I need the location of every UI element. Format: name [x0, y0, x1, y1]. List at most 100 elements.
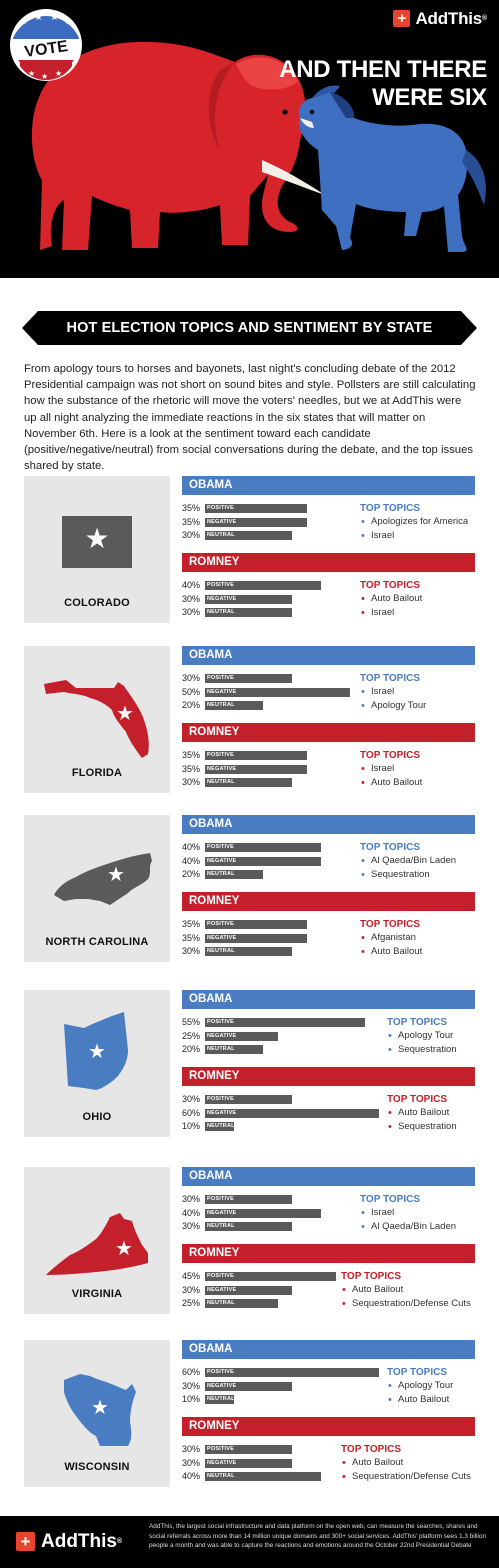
data-label: 55%	[182, 1017, 201, 1027]
bar-category-label: NEGATIVE	[207, 857, 237, 864]
state-name: OHIO	[82, 1111, 112, 1123]
data-label: 30%	[182, 946, 201, 956]
obama-header: OBAMA	[182, 476, 475, 495]
star-icon: ★	[115, 1236, 133, 1260]
vote-badge: ★ ★ ★ ★ ★ ★ ★ VOTE	[10, 9, 82, 81]
data-label: 40%	[182, 1207, 201, 1218]
bar-row-neutral: 30% NEUTRAL	[182, 1221, 382, 1232]
footer-logo-text: AddThis	[41, 1531, 117, 1552]
bar-category-label: NEGATIVE	[207, 1382, 237, 1389]
topic-item: Auto Bailout	[360, 592, 499, 606]
data-label: 35%	[182, 919, 201, 929]
bar-category-label: NEUTRAL	[207, 779, 235, 785]
bar-positive	[205, 1095, 292, 1104]
data-label: 20%	[182, 1044, 201, 1054]
topic-item: Al Qaeda/Bin Laden	[360, 1220, 499, 1234]
bar-row-negative: 30% NEGATIVE	[182, 1458, 382, 1469]
state-map-north-carolina: ★	[54, 853, 152, 905]
bar-neutral	[205, 1222, 292, 1231]
logo-text: AddThis	[415, 9, 483, 28]
bar-neutral	[205, 870, 263, 879]
romney-header: ROMNEY	[182, 1067, 475, 1086]
data-label: 25%	[182, 1298, 201, 1308]
bar-positive	[205, 1368, 379, 1377]
bar-category-label: NEUTRAL	[207, 702, 235, 708]
topic-item: Auto Bailout	[341, 1283, 491, 1297]
bar-category-label: POSITIVE	[207, 1273, 234, 1279]
bar-row-positive: 45% POSITIVE	[182, 1271, 382, 1282]
state-name: FLORIDA	[71, 767, 123, 779]
bar-row-neutral: 20% NEUTRAL	[182, 700, 382, 711]
bar-row-positive: 40% POSITIVE	[182, 842, 382, 853]
state-shape-colorado	[62, 516, 132, 568]
bar-positive	[205, 843, 321, 852]
topic-item: Apology Tour	[387, 1379, 499, 1393]
obama-header: OBAMA	[182, 646, 475, 665]
bar-category-label: NEUTRAL	[207, 1223, 235, 1229]
topic-item: Auto Bailout	[341, 1456, 491, 1470]
bar-category-label: NEGATIVE	[207, 518, 237, 525]
state-panel-wisconsin: ★ WISCONSIN	[24, 1340, 170, 1487]
state-map-virginia: ★	[46, 1213, 148, 1275]
bar-row-neutral: 20% NEUTRAL	[182, 1044, 382, 1055]
data-label: 40%	[182, 580, 201, 590]
topic-item: Afganistan	[360, 931, 499, 945]
bar-row-negative: 35% NEGATIVE	[182, 764, 382, 775]
bar-row-neutral: 40% NEUTRAL	[182, 1471, 382, 1482]
bar-row-neutral: 25% NEUTRAL	[182, 1298, 382, 1309]
state-panel-colorado: ★ COLORADO	[24, 476, 170, 623]
section-title-banner: HOT ELECTION TOPICS AND SENTIMENT BY STA…	[22, 311, 477, 345]
data-label: 20%	[182, 700, 201, 710]
plus-icon: +	[393, 10, 411, 27]
bar-row-positive: 35% POSITIVE	[182, 919, 382, 930]
obama-header: OBAMA	[182, 815, 475, 834]
bar-neutral	[205, 947, 292, 956]
state-shape-wisconsin	[64, 1374, 136, 1446]
romney-top-topics: TOP TOPICSAuto BailoutSequestration/Defe…	[341, 1443, 491, 1484]
top-topics-title: TOP TOPICS	[360, 503, 421, 514]
romney-header: ROMNEY	[182, 892, 475, 911]
elephant-illustration	[31, 41, 325, 250]
state-map-wisconsin: ★	[64, 1374, 136, 1446]
topic-item: Israel	[360, 762, 499, 776]
bar-category-label: NEGATIVE	[207, 688, 237, 695]
bar-category-label: POSITIVE	[207, 582, 234, 588]
bar-row-neutral: 10% NEUTRAL	[182, 1121, 382, 1132]
topic-item: Sequestration	[387, 1120, 499, 1134]
bar-negative	[205, 1285, 292, 1295]
bar-category-label: NEGATIVE	[207, 1209, 237, 1216]
bar-negative	[205, 517, 307, 527]
top-topics-title: TOP TOPICS	[360, 1194, 421, 1205]
data-label: 30%	[182, 607, 201, 617]
bar-negative	[205, 1208, 321, 1218]
bar-category-label: NEUTRAL	[207, 1300, 235, 1306]
data-label: 30%	[182, 1444, 201, 1454]
plus-icon: +	[16, 1532, 35, 1551]
data-label: 20%	[182, 869, 201, 879]
bar-positive	[205, 581, 321, 590]
state-panel-florida: ★ FLORIDA	[24, 646, 170, 793]
bar-category-label: NEUTRAL	[207, 532, 235, 538]
state-panel-virginia: ★ VIRGINIA	[24, 1167, 170, 1314]
bar-negative	[205, 933, 307, 943]
svg-text:★: ★	[50, 12, 59, 23]
star-icon: ★	[116, 701, 134, 725]
state-shape-ohio	[64, 1012, 128, 1090]
topic-item: Sequestration/Defense Cuts	[341, 1470, 491, 1484]
svg-text:★: ★	[28, 69, 35, 78]
data-label: 30%	[182, 1457, 201, 1468]
footer-addthis-logo[interactable]: + AddThis®	[16, 1532, 122, 1551]
bar-category-label: NEGATIVE	[207, 1459, 237, 1466]
state-panel-ohio: ★ OHIO	[24, 990, 170, 1137]
bar-negative	[205, 764, 307, 774]
data-label: 35%	[182, 516, 201, 527]
svg-text:★: ★	[64, 17, 72, 27]
bar-row-neutral: 30% NEUTRAL	[182, 777, 382, 788]
obama-header: OBAMA	[182, 990, 475, 1009]
bar-category-label: POSITIVE	[207, 1369, 234, 1375]
bar-row-positive: 30% POSITIVE	[182, 1444, 382, 1455]
bar-negative	[205, 856, 321, 866]
addthis-logo[interactable]: + AddThis®	[393, 10, 487, 27]
hero-banner: ★ ★ ★ ★ ★ ★ ★ VOTE + AddThis® AND THEN T…	[0, 0, 499, 278]
data-label: 60%	[182, 1107, 201, 1118]
